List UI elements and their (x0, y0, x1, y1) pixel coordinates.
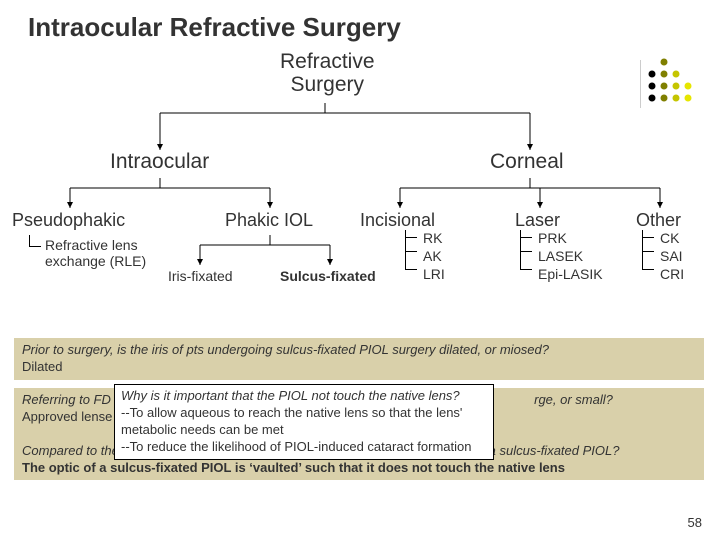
node-epilasik: Epi-LASIK (538, 266, 603, 282)
node-other: Other (636, 210, 681, 231)
slide-number: 58 (688, 515, 702, 530)
node-cri: CRI (660, 266, 684, 282)
node-phakic-iol: Phakic IOL (225, 210, 313, 231)
qa2-tail1: rge, or small? (534, 392, 613, 407)
node-sulcus-fixated: Sulcus-fixated (280, 268, 376, 284)
node-rle: Refractive lens exchange (RLE) (45, 237, 146, 269)
node-lri: LRI (423, 266, 445, 282)
elbow-icon (405, 238, 417, 252)
popup-line1: --To allow aqueous to reach the native l… (121, 405, 462, 420)
node-incisional: Incisional (360, 210, 435, 231)
qa1-question: Prior to surgery, is the iris of pts und… (22, 342, 549, 357)
qa2-q1: Referring to FD (22, 392, 111, 407)
elbow-icon (642, 238, 654, 252)
node-ak: AK (423, 248, 442, 264)
slide-title: Intraocular Refractive Surgery (28, 12, 401, 43)
node-ck: CK (660, 230, 679, 246)
node-pseudophakic: Pseudophakic (12, 210, 125, 231)
elbow-icon (642, 252, 654, 270)
popup-line2: metabolic needs can be met (121, 422, 284, 437)
node-laser: Laser (515, 210, 560, 231)
elbow-icon (520, 230, 532, 238)
qa1-answer: Dilated (22, 359, 62, 374)
elbow-icon (520, 252, 532, 270)
popup-box: Why is it important that the PIOL not to… (114, 384, 494, 460)
qa2-a1: Approved lense (22, 409, 112, 424)
elbow-icon (520, 238, 532, 252)
node-iris-fixated: Iris-fixated (168, 268, 233, 284)
elbow-icon (29, 235, 41, 247)
qa2-q2: Compared to the (22, 443, 119, 458)
tree-diagram: Intraocular Corneal Pseudophakic Phakic … (0, 50, 720, 330)
node-sai: SAI (660, 248, 683, 264)
elbow-icon (405, 230, 417, 238)
popup-line3: --To reduce the likelihood of PIOL-induc… (121, 439, 471, 454)
node-intraocular: Intraocular (110, 150, 209, 174)
popup-question: Why is it important that the PIOL not to… (121, 388, 460, 403)
node-corneal: Corneal (490, 150, 564, 174)
qa-box-1: Prior to surgery, is the iris of pts und… (14, 338, 704, 380)
node-lasek: LASEK (538, 248, 583, 264)
node-prk: PRK (538, 230, 567, 246)
node-rk: RK (423, 230, 442, 246)
elbow-icon (642, 230, 654, 238)
elbow-icon (405, 252, 417, 270)
qa2-a2: The optic of a sulcus-fixated PIOL is ‘v… (22, 460, 565, 475)
